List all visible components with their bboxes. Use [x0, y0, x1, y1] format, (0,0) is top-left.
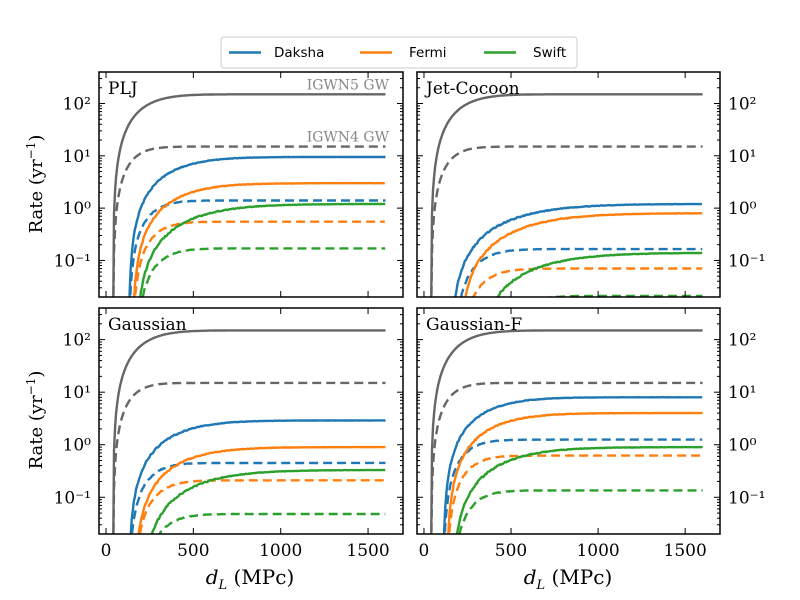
x-tick-label: 0	[419, 541, 430, 561]
series-line-daksha-igwn4	[460, 247, 703, 297]
series-line-swift-igwn4	[141, 247, 386, 297]
series-group	[112, 93, 386, 297]
series-line-gw-igwn5	[112, 329, 386, 534]
panel-title: Gaussian	[108, 315, 187, 335]
series-line-daksha-igwn4	[129, 199, 386, 297]
x-label-sub: L	[536, 578, 546, 593]
legend-label-swift: Swift	[533, 45, 566, 61]
series-line-gw-igwn5	[430, 93, 703, 297]
y-tick-label: 10¹	[63, 147, 91, 167]
y-tick-label: 10²	[63, 331, 91, 351]
series-line-daksha-igwn4	[130, 461, 386, 534]
legend: Daksha Fermi Swift	[220, 36, 578, 69]
x-label-sub: L	[218, 578, 228, 593]
series-group	[430, 329, 703, 534]
y-axis-label-bottom: Rate (yr−1)	[24, 371, 47, 470]
y-tick-label: 10²	[728, 94, 756, 114]
series-line-gw-igwn4	[430, 381, 703, 534]
series-line-fermi-igwn4	[471, 267, 703, 297]
y-label-text: Rate (yr	[26, 159, 47, 233]
x-tick-label: 500	[495, 541, 527, 561]
y-tick-label: 10¹	[728, 147, 756, 167]
y-axis-label-top: Rate (yr−1)	[24, 135, 47, 234]
x-tick-label: 1000	[576, 541, 619, 561]
x-tick-label: 1500	[664, 541, 707, 561]
y-tick-label: 10⁰	[63, 199, 92, 219]
y-label-close: )	[26, 371, 47, 378]
legend-box	[220, 36, 578, 69]
y-tick-label: 10²	[63, 94, 91, 114]
series-line-gw-igwn4	[112, 381, 386, 534]
legend-label-daksha: Daksha	[274, 45, 324, 61]
annotation-label: IGWN4 GW	[307, 130, 390, 146]
series-group	[112, 329, 386, 534]
panel-gaussian: 0 500 1000 1500 10⁻¹ 10⁰ 10¹ 10² Gaussian	[54, 307, 404, 561]
y-tick-label: 10⁻¹	[54, 488, 91, 508]
series-line-daksha-igwn5	[128, 155, 386, 297]
x-label-d: d	[206, 565, 219, 589]
series-line-swift-igwn5	[139, 202, 386, 297]
x-label-d: d	[524, 565, 537, 589]
panel-jet-cocoon: 10⁻¹ 10⁰ 10¹ 10² Jet-Cocoon	[416, 71, 765, 298]
y-label-text: Rate (yr	[26, 395, 47, 469]
series-line-fermi-igwn5	[137, 445, 386, 534]
series-line-daksha-igwn5	[129, 419, 386, 534]
series-line-fermi-igwn5	[447, 411, 703, 534]
panel-title: Jet-Cocoon	[424, 79, 520, 99]
series-line-fermi-igwn5	[464, 211, 703, 297]
series-line-gw-igwn4	[112, 145, 386, 297]
panel-gaussian-f: 0 500 1000 1500 10⁻¹ 10⁰ 10¹ 10² Gaussian-F	[416, 307, 765, 561]
y-tick-label: 10⁰	[63, 436, 92, 456]
y-tick-label: 10⁻¹	[728, 251, 765, 271]
y-tick-label: 10¹	[63, 383, 91, 403]
series-line-swift-igwn5	[455, 445, 703, 534]
series-line-swift-igwn4	[158, 512, 386, 534]
series-line-gw-igwn4	[430, 145, 703, 297]
x-axis-label-left: dL (MPc)	[206, 565, 295, 593]
series-line-fermi-igwn4	[448, 454, 703, 534]
panel-frame	[416, 307, 721, 535]
x-label-unit: (MPc)	[227, 565, 294, 589]
panel-frame	[98, 71, 404, 298]
legend-label-fermi: Fermi	[409, 45, 447, 61]
panel-title: PLJ	[108, 79, 138, 99]
series-group	[430, 93, 703, 297]
panel-plj: 10⁻¹ 10⁰ 10¹ 10² PLJ IGWN5 GW IGWN4 GW	[54, 71, 404, 298]
series-line-swift-igwn5	[496, 251, 703, 297]
y-tick-label: 10⁻¹	[54, 251, 91, 271]
series-line-daksha-igwn5	[442, 396, 703, 534]
y-tick-label: 10⁰	[728, 199, 757, 219]
series-line-daksha-igwn4	[443, 438, 703, 534]
series-line-fermi-igwn5	[133, 181, 385, 297]
series-line-daksha-igwn5	[454, 202, 702, 297]
panel-frame	[416, 71, 721, 298]
x-tick-label: 500	[177, 541, 209, 561]
y-label-close: )	[26, 135, 47, 142]
y-label-exponent: −1	[24, 142, 38, 160]
series-line-swift-igwn5	[150, 468, 386, 534]
y-label-exponent: −1	[24, 378, 38, 396]
y-tick-label: 10¹	[728, 383, 756, 403]
y-tick-label: 10⁰	[728, 436, 757, 456]
series-line-gw-igwn5	[430, 329, 703, 534]
x-tick-label: 0	[101, 541, 112, 561]
series-line-gw-igwn5	[112, 93, 386, 297]
x-tick-label: 1000	[259, 541, 302, 561]
y-tick-label: 10⁻¹	[728, 488, 765, 508]
panel-frame	[98, 307, 404, 535]
panel-title: Gaussian-F	[426, 315, 522, 335]
annotation-label: IGWN5 GW	[307, 77, 390, 93]
series-line-fermi-igwn4	[133, 220, 385, 297]
x-label-unit: (MPc)	[545, 565, 612, 589]
x-tick-label: 1500	[346, 541, 389, 561]
series-line-swift-igwn4	[458, 489, 703, 534]
y-tick-label: 10²	[728, 331, 756, 351]
x-axis-label-right: dL (MPc)	[524, 565, 613, 593]
